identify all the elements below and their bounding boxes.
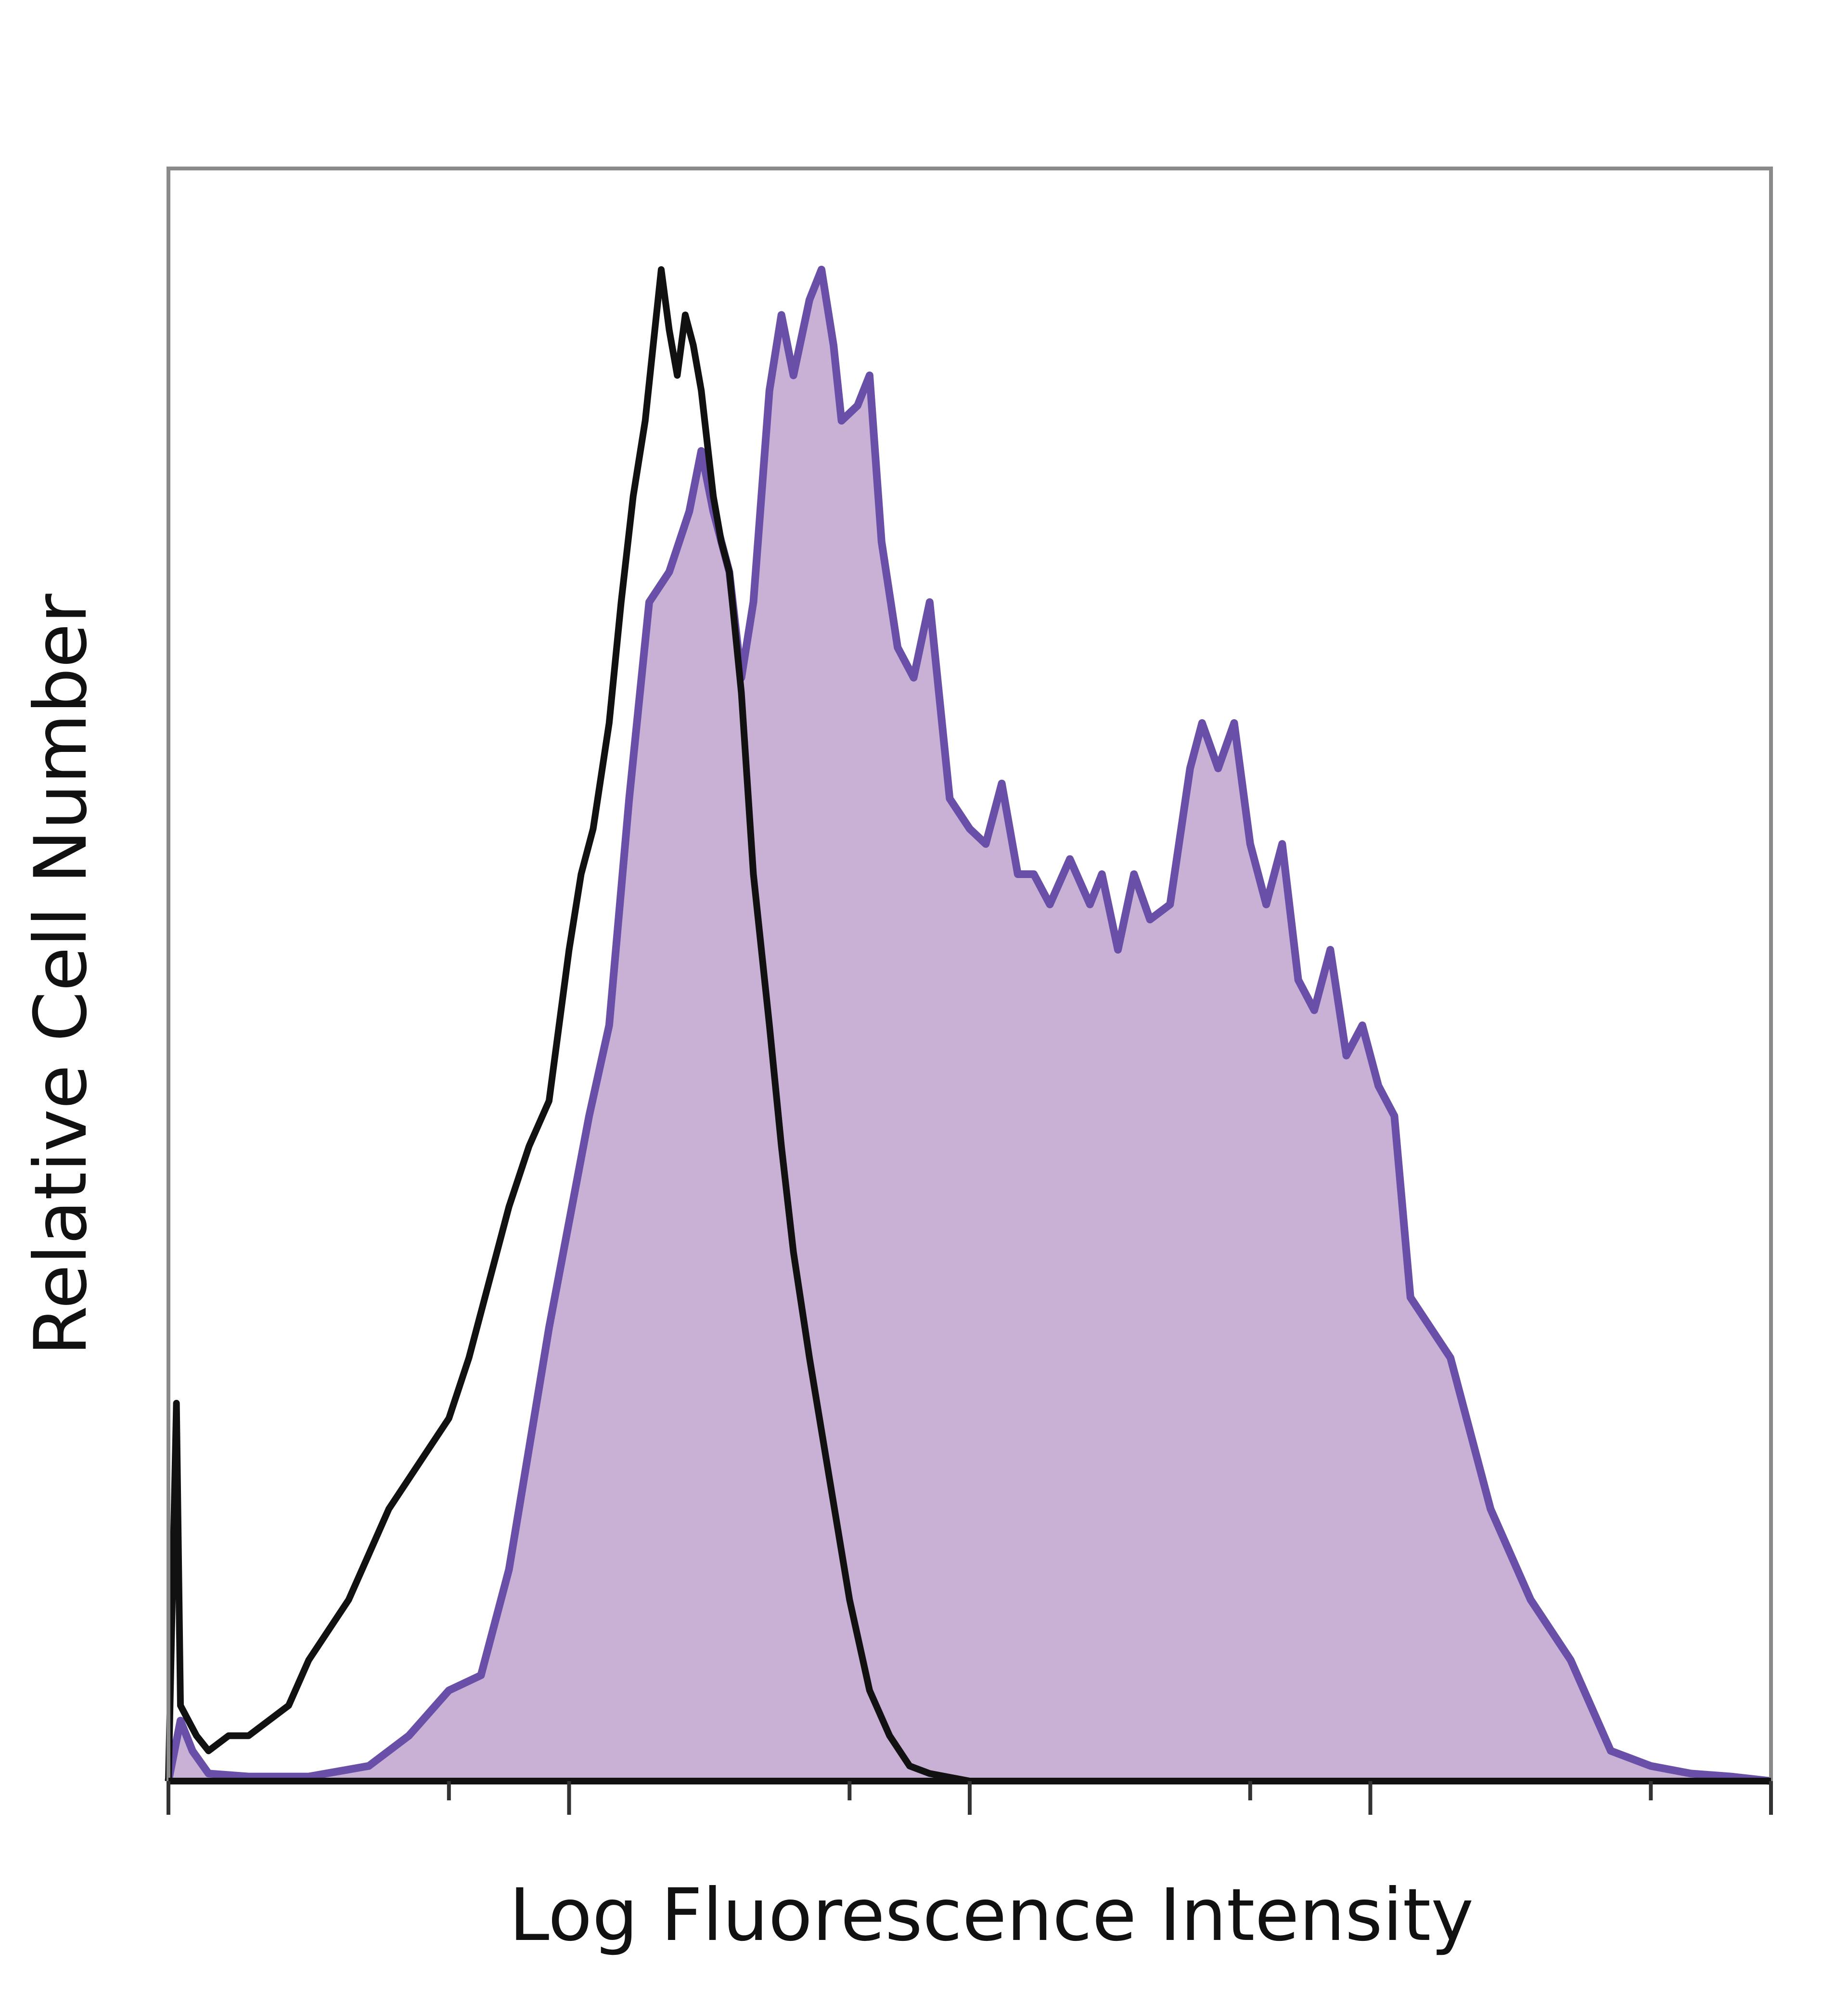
x-axis-label: Log Fluorescence Intensity — [509, 1874, 1474, 1957]
series-0-area — [168, 270, 1771, 1781]
y-axis-label: Relative Cell Number — [19, 594, 103, 1356]
series-1-line — [165, 266, 1771, 1784]
plot-layer — [165, 266, 1771, 1785]
series-0-line — [165, 266, 1771, 1785]
x-axis-ticks — [167, 1781, 1773, 1815]
